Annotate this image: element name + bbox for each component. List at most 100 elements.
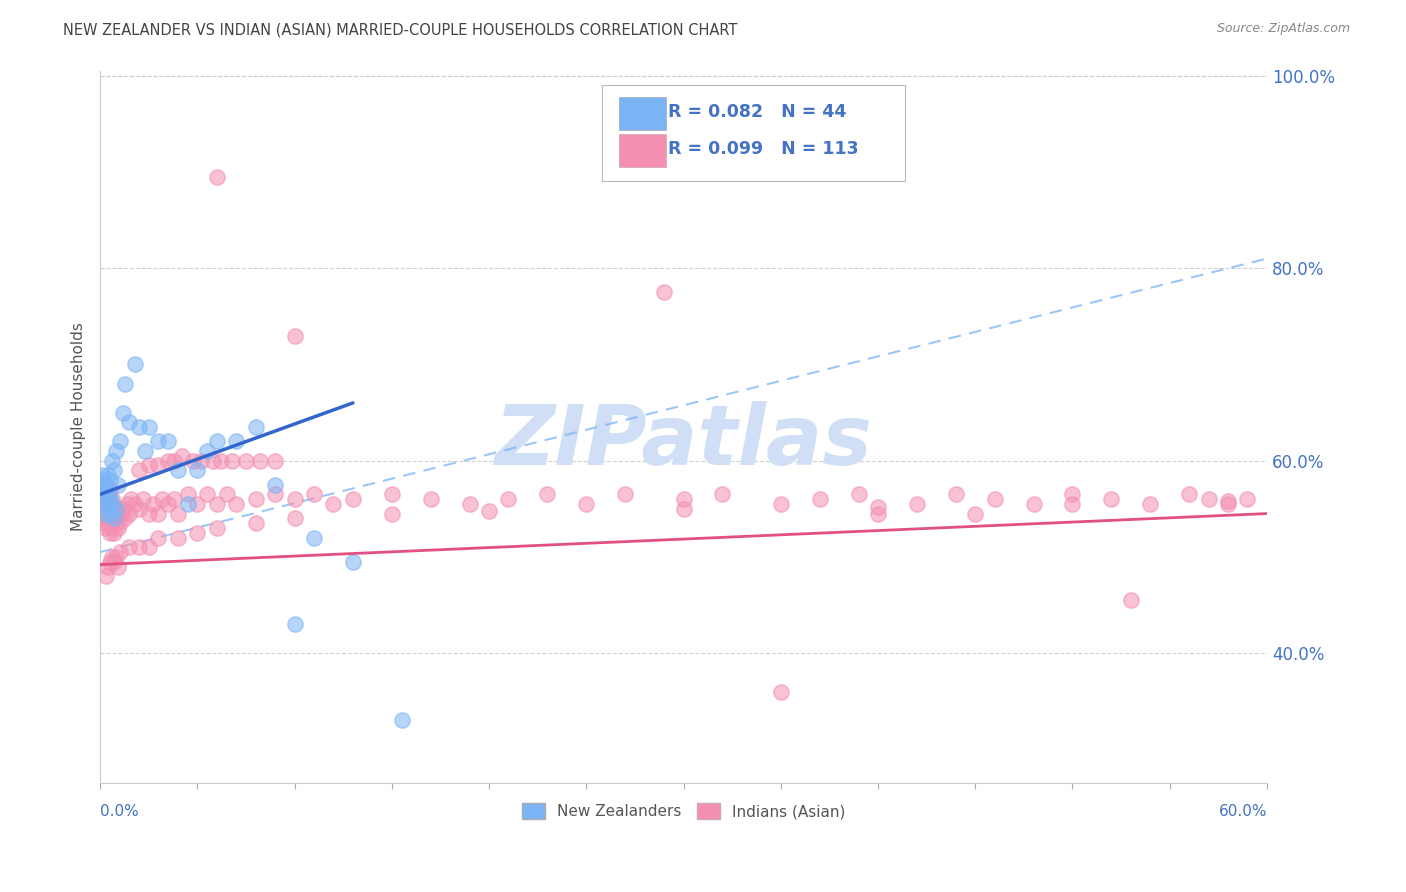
Point	[98, 525, 121, 540]
Point	[93, 497, 115, 511]
Point	[91, 501, 114, 516]
Point	[104, 516, 127, 531]
Point	[101, 453, 124, 467]
Point	[91, 511, 114, 525]
Text: R = 0.099   N = 113: R = 0.099 N = 113	[668, 140, 859, 158]
Point	[97, 468, 120, 483]
Point	[104, 501, 127, 516]
Point	[138, 458, 160, 473]
Point	[614, 487, 637, 501]
Point	[94, 492, 117, 507]
Point	[157, 453, 180, 467]
Point	[848, 487, 870, 501]
Text: R = 0.082   N = 44: R = 0.082 N = 44	[668, 103, 846, 121]
Point	[186, 497, 208, 511]
Point	[652, 285, 675, 300]
Point	[235, 453, 257, 467]
Point	[104, 501, 127, 516]
Point	[249, 453, 271, 467]
Point	[284, 511, 307, 525]
Point	[103, 507, 125, 521]
Point	[101, 507, 124, 521]
Point	[114, 376, 136, 391]
Point	[91, 477, 114, 491]
Text: 60.0%: 60.0%	[1219, 805, 1267, 819]
Point	[103, 463, 125, 477]
Point	[225, 434, 247, 449]
Point	[769, 497, 792, 511]
Point	[118, 541, 141, 555]
Point	[195, 487, 218, 501]
Point	[104, 549, 127, 564]
Point	[94, 521, 117, 535]
Point	[98, 473, 121, 487]
Point	[205, 497, 228, 511]
Point	[381, 487, 404, 501]
Text: ZIPatlas: ZIPatlas	[495, 401, 873, 482]
Point	[205, 434, 228, 449]
Point	[118, 507, 141, 521]
Point	[419, 492, 441, 507]
Point	[98, 492, 121, 507]
Point	[110, 507, 132, 521]
Point	[97, 487, 120, 501]
Point	[94, 507, 117, 521]
Point	[107, 477, 129, 491]
Point	[808, 492, 831, 507]
Point	[91, 468, 114, 483]
Point	[866, 500, 889, 514]
Point	[94, 477, 117, 491]
Point	[94, 507, 117, 521]
Point	[148, 458, 170, 473]
Point	[94, 483, 117, 497]
Point	[167, 507, 190, 521]
Point	[163, 453, 186, 467]
Point	[132, 492, 155, 507]
Point	[209, 453, 232, 467]
Point	[108, 501, 131, 516]
Point	[264, 477, 287, 491]
Point	[1062, 497, 1084, 511]
Point	[93, 507, 115, 521]
Point	[1198, 492, 1220, 507]
Point	[124, 497, 146, 511]
Text: NEW ZEALANDER VS INDIAN (ASIAN) MARRIED-COUPLE HOUSEHOLDS CORRELATION CHART: NEW ZEALANDER VS INDIAN (ASIAN) MARRIED-…	[63, 22, 738, 37]
Point	[1216, 497, 1239, 511]
Point	[1099, 492, 1122, 507]
Point	[769, 684, 792, 698]
Point	[134, 444, 156, 458]
Point	[1119, 593, 1142, 607]
Point	[245, 492, 267, 507]
Point	[302, 531, 325, 545]
Point	[190, 453, 212, 467]
Point	[94, 569, 117, 583]
Point	[672, 492, 695, 507]
Point	[94, 497, 117, 511]
Point	[498, 492, 520, 507]
Point	[163, 492, 186, 507]
Point	[176, 497, 198, 511]
Point	[128, 541, 150, 555]
Point	[866, 507, 889, 521]
Point	[93, 483, 115, 497]
Point	[114, 511, 136, 525]
Point	[91, 487, 114, 501]
Point	[536, 487, 558, 501]
Point	[983, 492, 1005, 507]
Point	[104, 444, 127, 458]
Point	[108, 434, 131, 449]
Point	[98, 497, 121, 511]
Point	[101, 521, 124, 535]
Point	[575, 497, 598, 511]
Point	[205, 169, 228, 184]
Text: Source: ZipAtlas.com: Source: ZipAtlas.com	[1216, 22, 1350, 36]
Point	[245, 516, 267, 531]
Point	[112, 501, 135, 516]
Point	[264, 453, 287, 467]
Point	[284, 328, 307, 343]
Point	[117, 497, 139, 511]
Point	[1022, 497, 1045, 511]
Point	[97, 516, 120, 531]
Point	[176, 487, 198, 501]
Point	[1062, 487, 1084, 501]
